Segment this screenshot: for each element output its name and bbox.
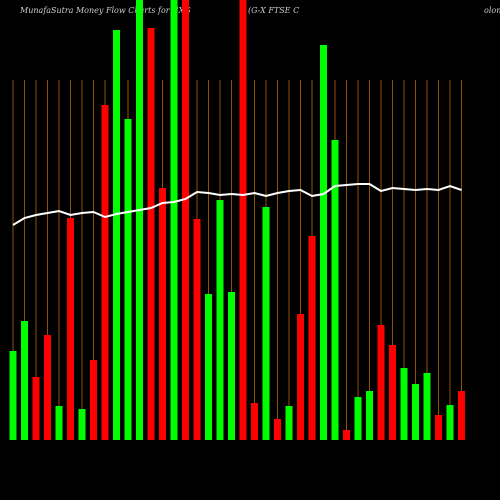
bar [9,351,17,440]
bar [182,0,189,440]
bar [124,119,132,440]
bar [170,0,178,440]
bar [285,406,293,440]
bar [354,397,362,440]
bar [412,384,419,440]
bar [435,415,442,440]
bar [67,218,74,440]
bar [228,292,235,440]
bar [90,360,97,440]
bar [193,219,201,440]
bar [21,321,28,440]
bar [101,105,109,440]
bar [262,207,270,440]
bar [308,236,316,440]
money-flow-line [12,183,462,226]
bar [159,188,166,440]
bar [147,28,155,440]
bar [331,140,339,440]
bar [343,430,350,440]
bar [239,0,247,440]
bar [78,409,86,440]
bar [423,373,431,440]
bar [274,419,281,440]
bar [55,406,63,440]
bar [389,345,396,440]
bar [113,30,120,440]
bar [446,405,454,440]
bar [32,377,40,440]
bar [205,294,212,440]
bar [44,335,51,440]
bar [251,403,258,440]
chart-title: MunafaSutra Money Flow Charts for GXG [19,6,191,15]
chart-subtitle: (G-X FTSE C [248,6,299,15]
chart-subtitle-tail: olom [484,6,500,15]
bar [366,391,373,440]
bar [136,0,143,440]
bar [400,368,408,440]
bar [297,314,304,440]
bar [320,45,327,440]
bar [458,391,465,440]
bar [377,325,385,440]
bar [216,200,224,440]
